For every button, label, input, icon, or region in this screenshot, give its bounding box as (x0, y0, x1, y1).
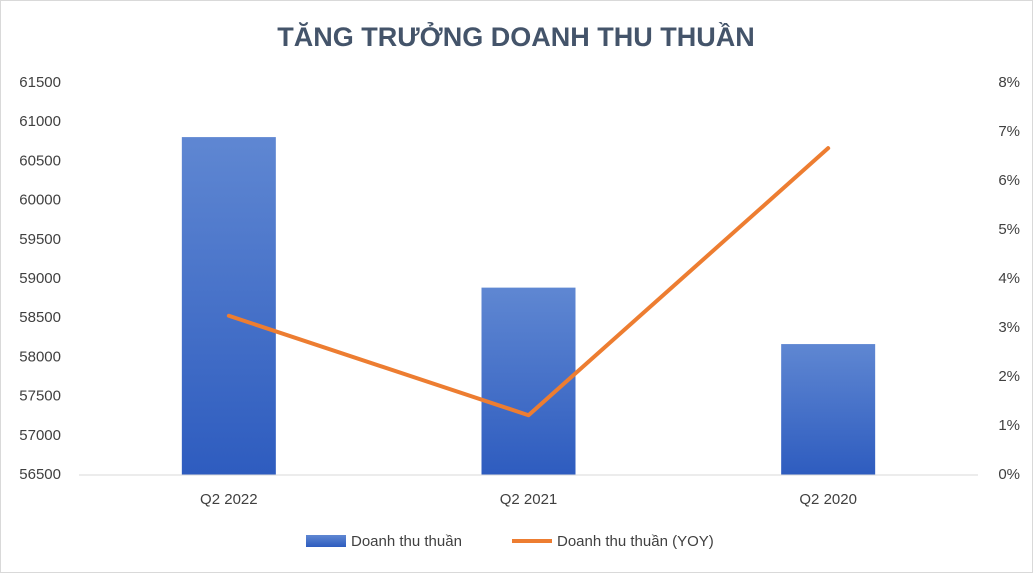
y-tick-label: 61500 (19, 74, 61, 91)
y2-tick-label: 5% (998, 221, 1020, 238)
y2-tick-label: 0% (998, 466, 1020, 483)
bar (181, 137, 276, 475)
y-tick-label: 59500 (19, 231, 61, 248)
y-tick-label: 59000 (19, 270, 61, 287)
y-tick-label: 58500 (19, 309, 61, 326)
y2-tick-label: 4% (998, 270, 1020, 287)
y2-tick-label: 7% (998, 123, 1020, 140)
legend-label: Doanh thu thuần (YOY) (557, 533, 714, 550)
legend-swatch (306, 535, 346, 547)
chart-title: TĂNG TRƯỞNG DOANH THU THUẦN (277, 20, 754, 52)
y-tick-label: 58000 (19, 348, 61, 365)
y2-tick-label: 6% (998, 172, 1020, 189)
x-tick-label: Q2 2022 (200, 491, 258, 508)
y2-tick-label: 8% (998, 74, 1020, 91)
legend-label: Doanh thu thuần (351, 533, 462, 550)
x-tick-label: Q2 2020 (799, 491, 857, 508)
y-tick-label: 56500 (19, 466, 61, 483)
line (226, 146, 831, 418)
x-tick-label: Q2 2021 (500, 491, 558, 508)
y-tick-label: 60500 (19, 152, 61, 169)
y-tick-label: 60000 (19, 192, 61, 209)
bar (481, 287, 576, 475)
y-tick-label: 61000 (19, 113, 61, 130)
y2-tick-label: 1% (998, 417, 1020, 434)
y2-tick-label: 2% (998, 368, 1020, 385)
y2-tick-label: 3% (998, 319, 1020, 336)
bar (781, 344, 876, 475)
y-tick-label: 57500 (19, 388, 61, 405)
y-tick-label: 57000 (19, 427, 61, 444)
